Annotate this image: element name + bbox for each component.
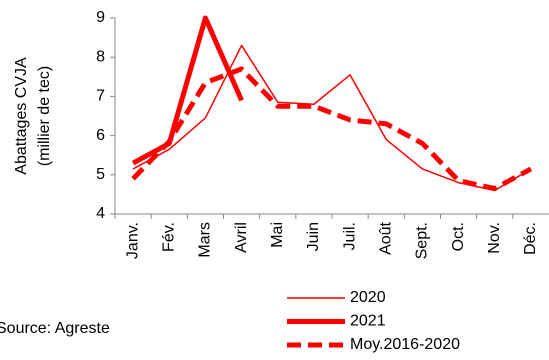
y-axis-label: (millier de tec) (36, 66, 53, 166)
legend-label: 2021 (350, 313, 386, 330)
source: Source: Agreste (0, 320, 110, 337)
x-tick-label: Déc. (522, 222, 539, 255)
x-tick-label: Oct. (450, 222, 467, 251)
x-tick-label: Janv. (124, 222, 141, 259)
x-tick-label: Sept. (414, 222, 431, 259)
legend-label: Moy.2016-2020 (350, 336, 460, 353)
x-tick-label: Juil. (341, 222, 358, 250)
line-series (131, 15, 244, 166)
x-tick-label: Nov. (486, 222, 503, 254)
x-tick-label: Mai (269, 222, 286, 248)
x-tick-label: Fév. (160, 222, 177, 252)
x-tick-label: Août (377, 221, 394, 254)
y-tick-label: 8 (96, 48, 105, 65)
x-tick-label: Mars (197, 222, 214, 258)
x-tick-label: Juin (305, 222, 322, 251)
legend-label: 2020 (350, 289, 386, 306)
y-tick-label: 6 (96, 127, 105, 144)
x-tick-label: Avril (233, 222, 250, 253)
y-tick-label: 5 (96, 166, 105, 183)
line-series (131, 66, 533, 192)
y-tick-label: 4 (96, 205, 105, 222)
y-tick-label: 9 (96, 9, 105, 26)
y-tick-label: 7 (96, 88, 105, 105)
y-axis-label: Abattages CVJA (13, 57, 30, 175)
